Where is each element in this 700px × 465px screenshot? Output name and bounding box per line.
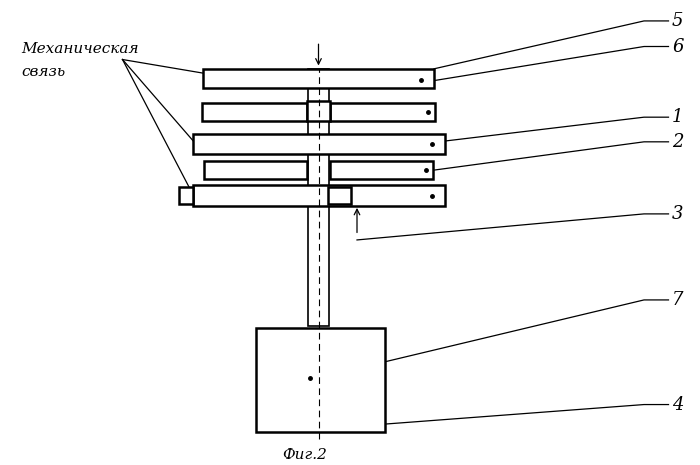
Bar [178, 187, 192, 204]
Bar [204, 161, 307, 179]
Bar [330, 161, 433, 179]
Text: 5: 5 [672, 12, 683, 30]
Text: Механическая: Механическая [21, 42, 139, 56]
Text: 1: 1 [672, 108, 683, 126]
Bar [193, 134, 444, 154]
Text: 2: 2 [672, 133, 683, 151]
Bar [307, 101, 330, 121]
Bar [202, 103, 307, 121]
Text: 4: 4 [672, 396, 683, 413]
Bar [203, 69, 434, 88]
Bar [193, 185, 444, 206]
Bar [330, 103, 435, 121]
Text: 6: 6 [672, 38, 683, 55]
Bar [256, 328, 385, 432]
Text: 7: 7 [672, 291, 683, 309]
Text: связь: связь [21, 65, 65, 79]
Bar [308, 69, 329, 325]
Text: 3: 3 [672, 205, 683, 223]
Text: Фиг.2: Фиг.2 [282, 448, 327, 462]
Bar [328, 187, 351, 204]
